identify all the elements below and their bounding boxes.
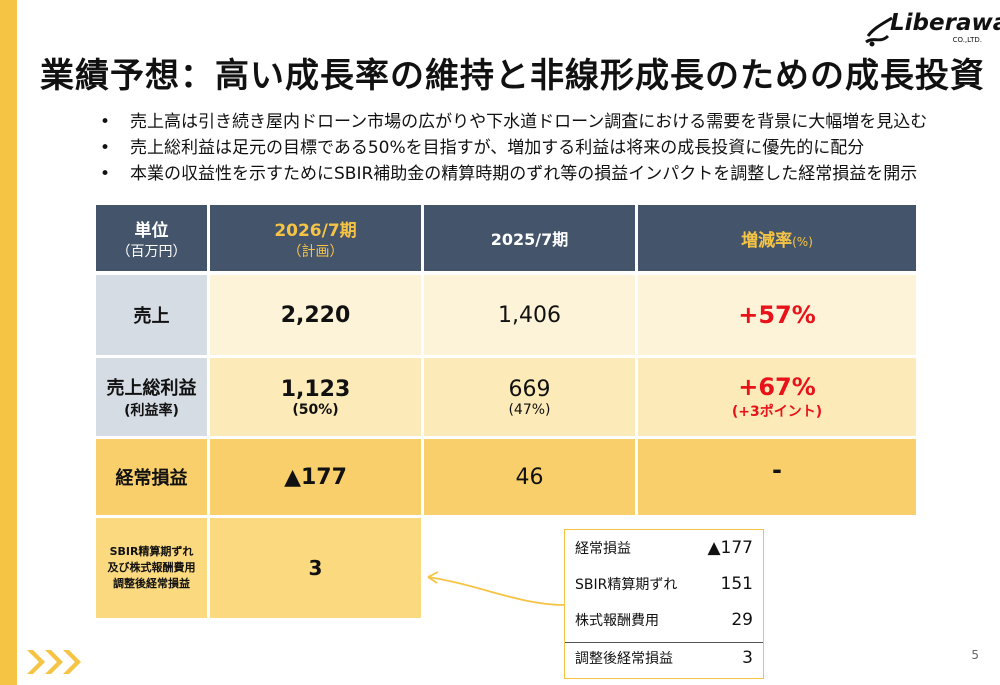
bullet-list: 売上高は引き続き屋内ドローン市場の広がりや下水道ドローン調査における需要を背景に… (100, 109, 927, 187)
breakdown-value: ▲177 (707, 538, 753, 558)
row-label-text: 経常損益 (115, 468, 188, 489)
breakdown-label: 調整後経常損益 (575, 651, 673, 667)
cell-value: +67% (738, 373, 816, 401)
header-change-unit: (%) (792, 234, 813, 249)
breakdown-label: SBIR精算期ずれ (575, 577, 678, 593)
cell-value: 3 (308, 556, 323, 580)
cell-adjusted-2026: 3 (210, 518, 421, 618)
breakdown-row: 経常損益 ▲177 (575, 538, 753, 558)
row-label-sales: 売上 (96, 275, 207, 355)
breakdown-value: 29 (731, 610, 753, 630)
arrow-icon (427, 571, 566, 606)
header-change: 増減率(%) (638, 205, 916, 271)
breakdown-row: SBIR精算期ずれ 151 (575, 574, 753, 594)
logo-wordmark: Liberaware (890, 10, 1000, 36)
breakdown-value: 3 (742, 648, 753, 668)
cell-value: 1,123 (280, 376, 351, 402)
header-change-label: 増減率 (741, 230, 793, 251)
cell-sales-change: +57% (638, 275, 916, 355)
chevrons-icon (27, 650, 81, 674)
bullet-item: 売上高は引き続き屋内ドローン市場の広がりや下水道ドローン調査における需要を背景に… (100, 109, 927, 135)
breakdown-row: 調整後経常損益 3 (575, 648, 753, 668)
header-unit-label: 単位 (134, 220, 169, 241)
company-logo: Liberaware CO.,LTD. (864, 10, 1000, 48)
row-label-adjusted: SBIR精算期ずれ 及び株式報酬費用 調整後経常損益 (96, 518, 207, 618)
header-unit-sub: （百万円） (116, 243, 187, 260)
logo-mark-icon (865, 16, 893, 47)
cell-sub: (47%) (508, 401, 551, 418)
row-label-ordinary: 経常損益 (96, 439, 207, 515)
header-2025-label: 2025/7期 (490, 230, 569, 249)
row-label-line: SBIR精算期ずれ (109, 545, 194, 558)
cell-sub: (50%) (292, 401, 339, 418)
header-unit: 単位 （百万円） (96, 205, 207, 271)
page-number: 5 (971, 648, 979, 662)
cell-ordinary-2025: 46 (424, 439, 635, 515)
logo-subtext: CO.,LTD. (952, 36, 982, 44)
cell-value: 669 (508, 376, 551, 402)
row-label-text: 売上総利益 (106, 378, 197, 399)
cell-value: - (772, 456, 782, 484)
row-label-line: 調整後経常損益 (113, 577, 190, 590)
cell-gross-change: +67% (+3ポイント) (638, 358, 916, 436)
header-2025: 2025/7期 (424, 205, 635, 271)
cell-ordinary-change: - (638, 439, 916, 515)
row-label-line: 及び株式報酬費用 (107, 561, 196, 574)
cell-value: +57% (738, 301, 816, 329)
breakdown-value: 151 (720, 574, 753, 594)
row-label-text: 売上 (133, 306, 170, 327)
bullet-item: 本業の収益性を示すためにSBIR補助金の精算時期のずれ等の損益インパクトを調整し… (100, 161, 927, 187)
breakdown-divider (565, 642, 763, 643)
cell-sales-2026: 2,220 (210, 275, 421, 355)
cell-ordinary-2026: ▲177 (210, 439, 421, 515)
page-title: 業績予想：高い成長率の維持と非線形成長のための成長投資 (40, 56, 985, 96)
left-accent-bar (0, 0, 17, 685)
breakdown-row: 株式報酬費用 29 (575, 610, 753, 630)
breakdown-box: 経常損益 ▲177 SBIR精算期ずれ 151 株式報酬費用 29 調整後経常損… (564, 529, 764, 679)
cell-sales-2025: 1,406 (424, 275, 635, 355)
bullet-item: 売上総利益は足元の目標である50%を目指すが、増加する利益は将来の成長投資に優先… (100, 135, 927, 161)
row-label-gross-profit: 売上総利益 (利益率) (96, 358, 207, 436)
header-2026: 2026/7期 （計画） (210, 205, 421, 271)
header-2026-label: 2026/7期 (274, 220, 357, 241)
cell-value: 2,220 (280, 302, 351, 328)
header-2026-sub: （計画） (287, 243, 344, 260)
row-label-sub: (利益率) (124, 403, 179, 419)
cell-value: ▲177 (284, 464, 347, 490)
cell-gross-2025: 669 (47%) (424, 358, 635, 436)
cell-value: 1,406 (498, 302, 561, 328)
cell-value: 46 (515, 464, 544, 490)
breakdown-label: 経常損益 (575, 541, 631, 557)
cell-sub: (+3ポイント) (731, 404, 823, 420)
cell-gross-2026: 1,123 (50%) (210, 358, 421, 436)
breakdown-label: 株式報酬費用 (575, 613, 659, 629)
